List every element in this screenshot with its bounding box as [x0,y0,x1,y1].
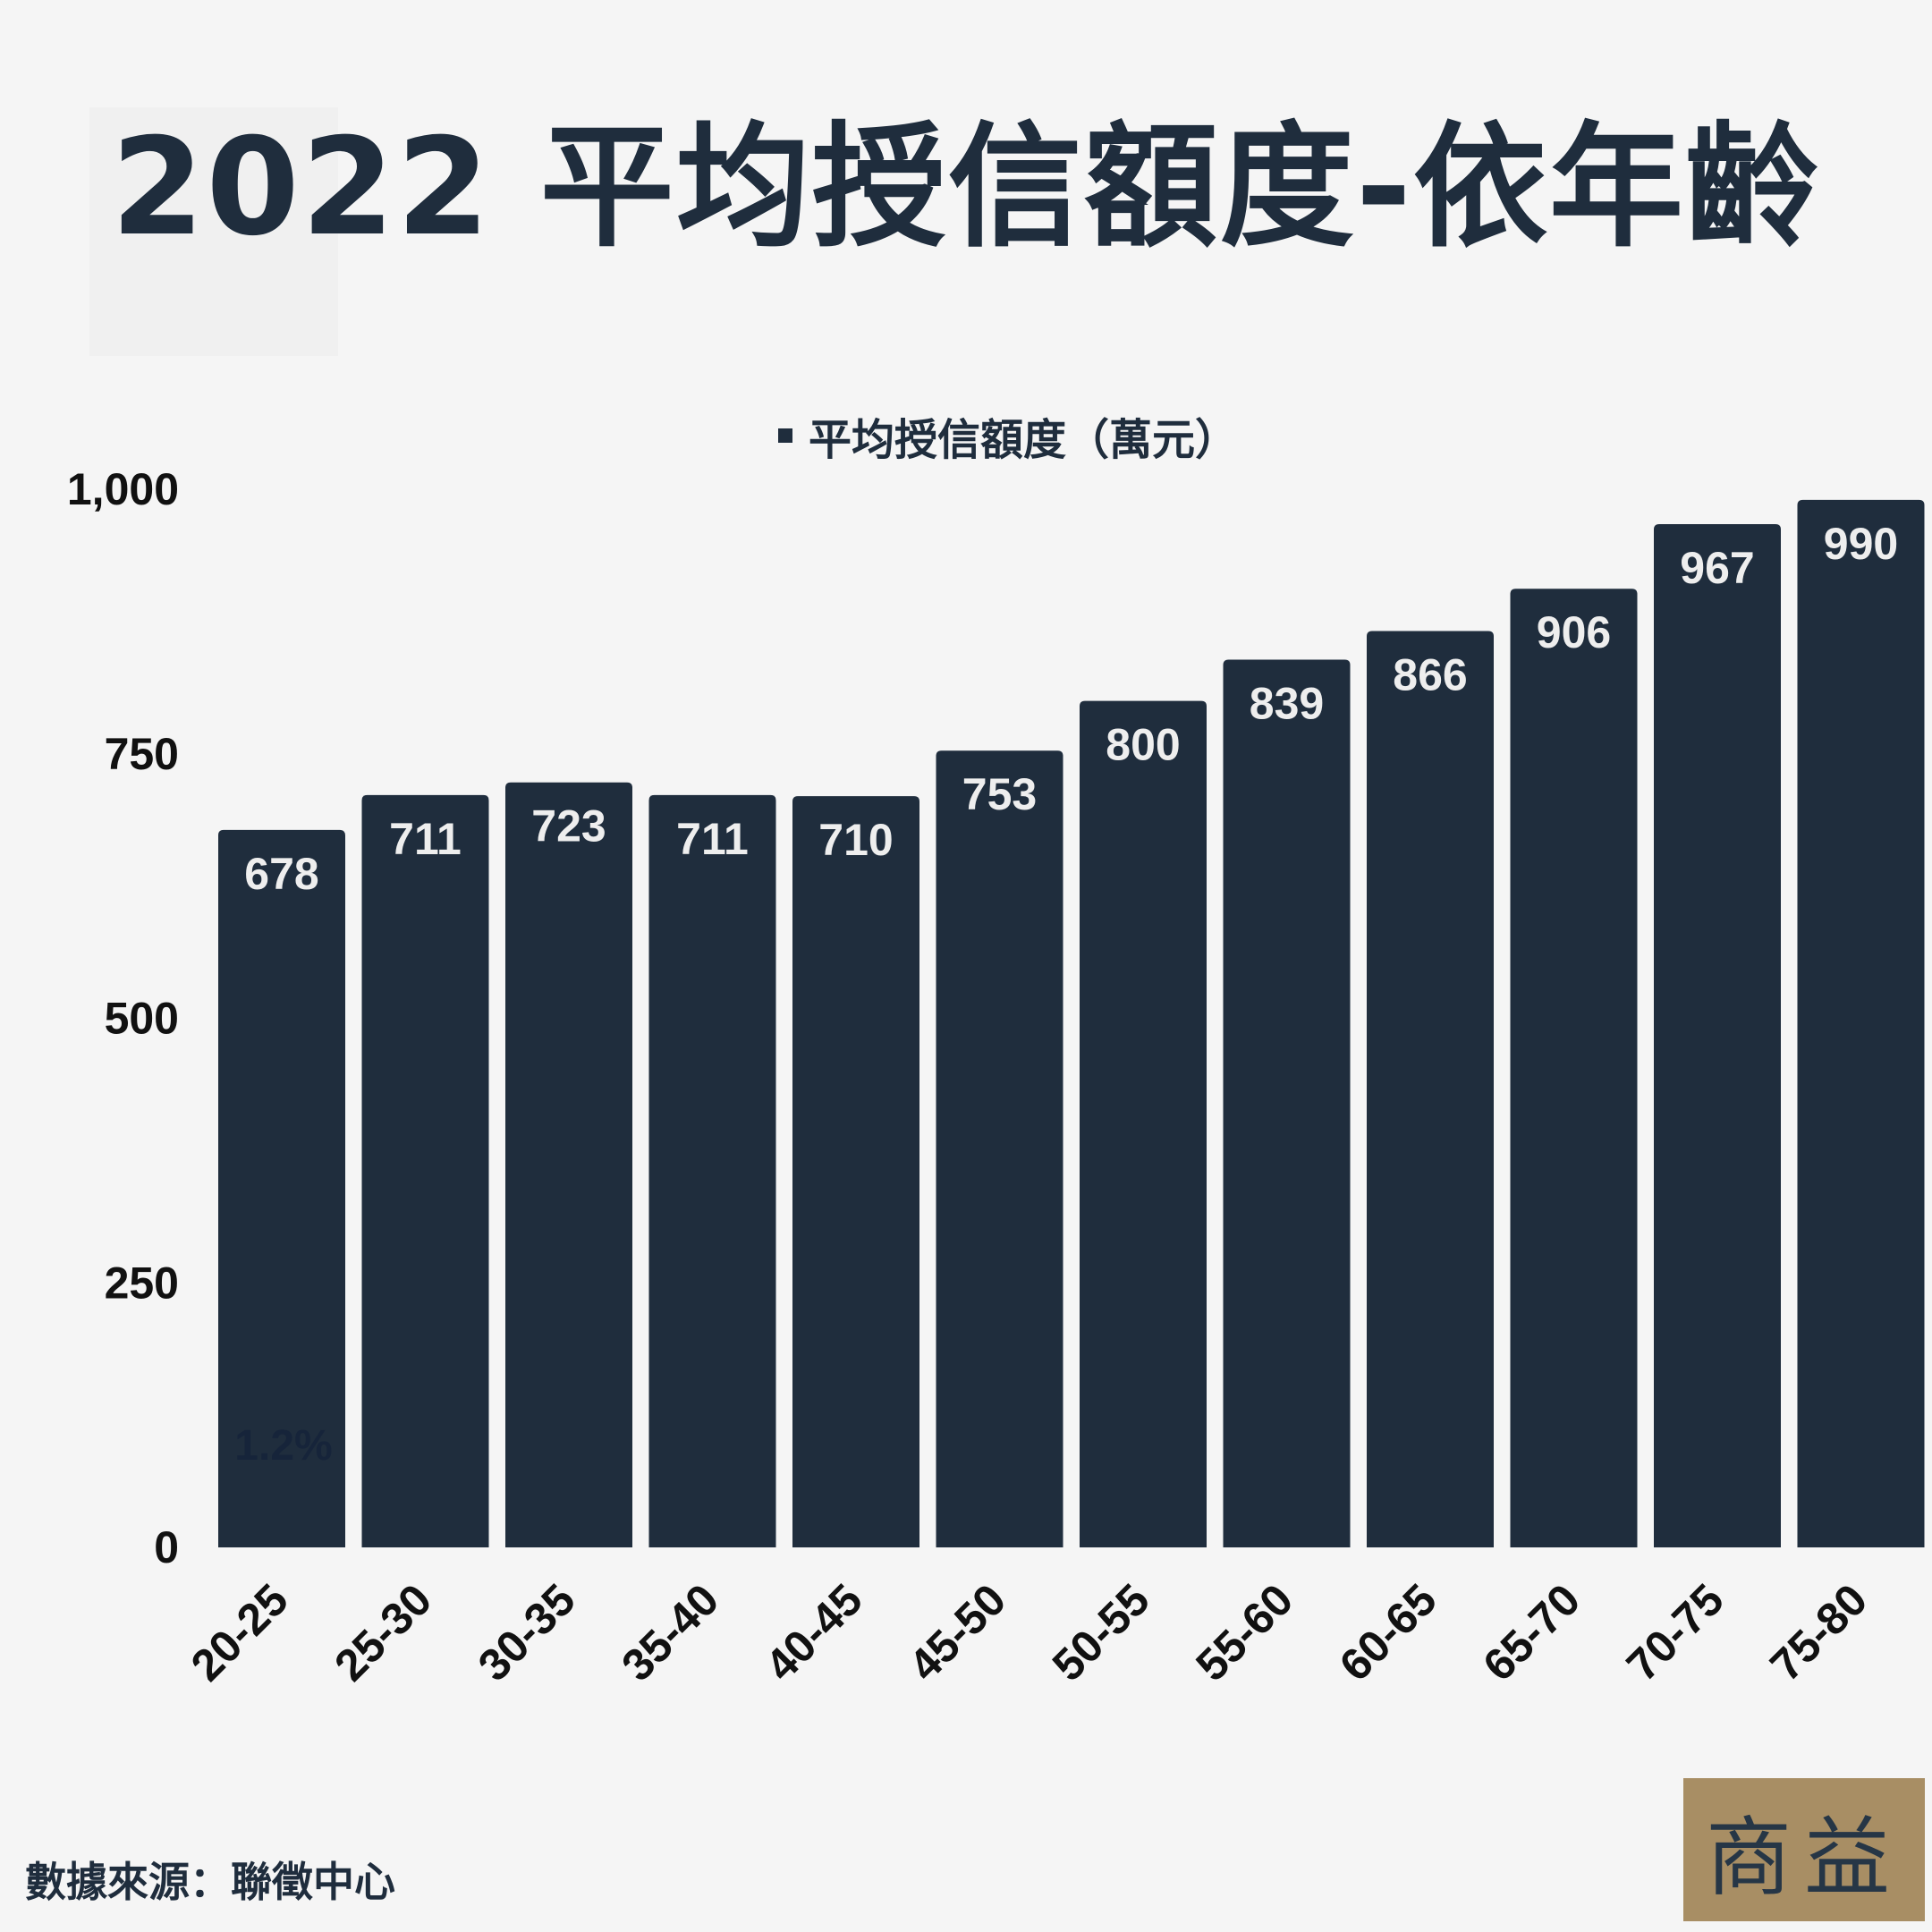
x-tick-label-50-55: 50-55 [1043,1574,1159,1690]
bar-55-60 [1223,659,1351,1547]
x-tick-label-65-70: 65-70 [1473,1574,1589,1690]
data-label-60-65: 866 [1393,650,1467,700]
brand-logo: 商益 [1683,1778,1925,1921]
data-label-35-40: 711 [676,814,749,864]
bar-60-65 [1367,631,1494,1547]
bar-45-50 [936,750,1063,1547]
data-source: 數據來源：聯徵中心 [25,1858,395,1906]
x-tick-label-60-65: 60-65 [1330,1574,1446,1690]
bar-65-70 [1510,589,1638,1547]
y-tick-label: 1,000 [67,464,179,514]
x-tick-label-75-80: 75-80 [1760,1574,1877,1690]
data-label-30-35: 723 [531,801,606,852]
bar-35-40 [648,794,776,1547]
watermark-pattern [89,107,338,356]
bar-20-25 [218,829,345,1547]
data-label-55-60: 839 [1250,678,1324,728]
y-tick-label: 250 [105,1258,179,1308]
bar-70-75 [1654,524,1781,1547]
logo-text: 商益 [1706,1807,1902,1908]
legend-swatch [778,428,792,443]
x-tick-label-35-40: 35-40 [612,1574,728,1690]
bar-40-45 [792,796,919,1547]
x-tick-label-70-75: 70-75 [1617,1574,1733,1690]
x-tick-label-55-60: 55-60 [1186,1574,1302,1690]
bar-30-35 [505,782,632,1547]
y-tick-label: 500 [105,994,179,1044]
x-tick-label-30-35: 30-35 [469,1574,585,1690]
data-label-45-50: 753 [962,769,1037,819]
data-label-40-45: 710 [818,815,893,865]
bar-50-55 [1080,700,1207,1547]
data-label-75-80: 990 [1824,519,1898,569]
x-tick-label-40-45: 40-45 [756,1574,872,1690]
bar-25-30 [361,794,489,1547]
x-tick-label-45-50: 45-50 [899,1574,1015,1690]
page-title: 2022 平均授信額度-依年齡 [111,110,1821,266]
data-label-50-55: 800 [1106,720,1180,770]
data-label-65-70: 906 [1537,607,1611,657]
chart-legend: 平均授信額度（萬元） [778,404,1238,467]
annotation-label: 1.2% [234,1422,332,1470]
data-label-20-25: 678 [244,849,318,899]
data-label-25-30: 711 [389,814,462,864]
legend-label: 平均授信額度（萬元） [809,415,1239,465]
x-tick-label-20-25: 20-25 [182,1574,298,1690]
data-label-70-75: 967 [1680,543,1754,593]
y-tick-label: 0 [154,1522,179,1572]
x-tick-label-25-30: 25-30 [325,1574,441,1690]
bar-75-80 [1797,499,1925,1547]
y-tick-label: 750 [105,729,179,779]
